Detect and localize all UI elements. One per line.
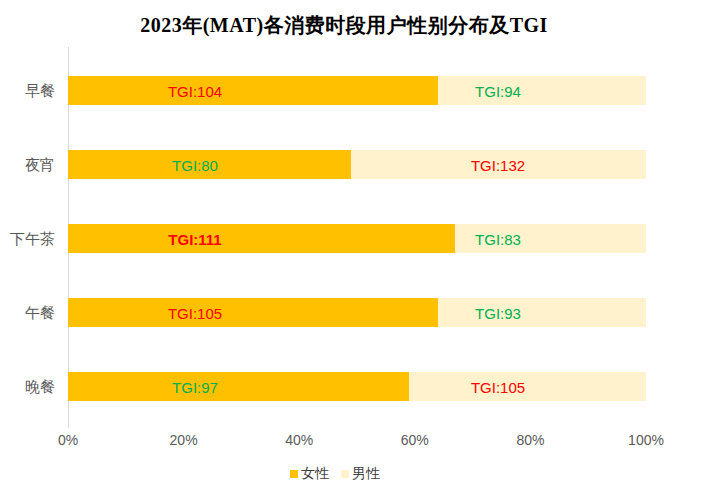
legend: 女性 男性 <box>290 465 380 483</box>
bar-segment-female <box>68 298 438 327</box>
category-label: 下午茶 <box>0 230 55 249</box>
category-label: 早餐 <box>0 82 55 101</box>
plot-area: TGI:104TGI:94早餐TGI:80TGI:132夜宵TGI:111TGI… <box>68 47 646 428</box>
tgi-label-male: TGI:105 <box>471 378 525 395</box>
bar-row <box>68 150 646 179</box>
x-axis-tick: 20% <box>170 432 198 448</box>
category-label: 午餐 <box>0 304 55 323</box>
x-axis-tick: 40% <box>285 432 313 448</box>
x-axis-tick: 60% <box>401 432 429 448</box>
legend-item: 男性 <box>341 465 380 483</box>
tgi-label-female: TGI:104 <box>168 82 222 99</box>
bar-segment-male <box>409 372 646 401</box>
category-label: 夜宵 <box>0 156 55 175</box>
bar-row <box>68 372 646 401</box>
tgi-label-male: TGI:94 <box>475 82 521 99</box>
x-axis-tick: 100% <box>628 432 664 448</box>
legend-label: 女性 <box>301 465 329 483</box>
bar-row <box>68 224 646 253</box>
legend-swatch <box>290 470 298 478</box>
bar-segment-male <box>438 76 646 105</box>
x-axis-tick: 0% <box>58 432 78 448</box>
bar-row <box>68 298 646 327</box>
legend-swatch <box>341 470 349 478</box>
tgi-label-male: TGI:93 <box>475 304 521 321</box>
tgi-label-male: TGI:83 <box>475 230 521 247</box>
x-axis-tick: 80% <box>516 432 544 448</box>
tgi-label-female: TGI:111 <box>168 230 221 247</box>
bar-segment-female <box>68 372 409 401</box>
category-label: 晚餐 <box>0 378 55 397</box>
legend-label: 男性 <box>352 465 380 483</box>
bar-segment-female <box>68 76 438 105</box>
tgi-label-male: TGI:132 <box>471 156 525 173</box>
bar-segment-female <box>68 224 455 253</box>
bar-segment-male <box>438 298 646 327</box>
tgi-label-female: TGI:97 <box>172 378 218 395</box>
legend-item: 女性 <box>290 465 329 483</box>
tgi-label-female: TGI:80 <box>172 156 218 173</box>
bar-row <box>68 76 646 105</box>
tgi-label-female: TGI:105 <box>168 304 222 321</box>
chart-title: 2023年(MAT)各消费时段用户性别分布及TGI <box>0 12 695 39</box>
